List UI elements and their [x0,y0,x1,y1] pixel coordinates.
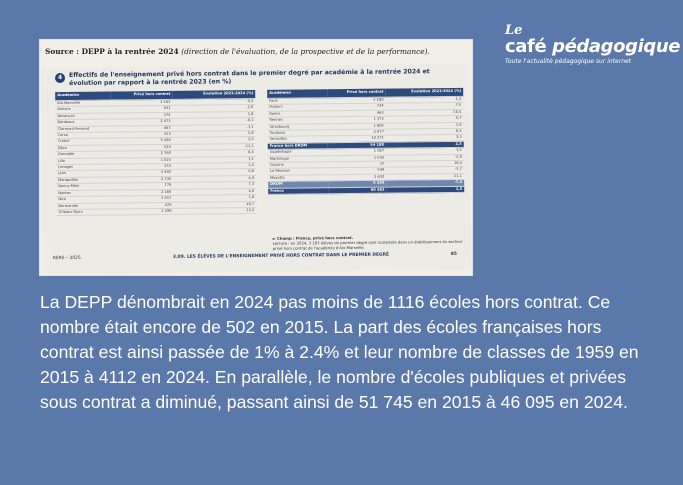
logo-le: Le [505,23,523,38]
source-detail: (direction de l'évaluation, de la prospe… [181,47,430,56]
table-notes: ► Champ : France, privé hors contrat. Le… [273,234,463,251]
table-cell: 1,5 [386,186,465,194]
page-number: 85 [450,251,457,257]
table-cell: 60 483 [327,186,387,194]
left-table: Académies Privé hors contrat Évolution 202… [55,90,257,216]
table-cell: 1 299 [111,208,174,216]
logo-cafe: café [505,36,547,57]
right-table: Académies Privé hors contrat Évolution 202… [267,87,465,195]
footer-title: 3.09. LES ÉLÈVES DE L'ENSEIGNEMENT PRIVÉ… [172,252,390,260]
note-lecture: Lecture : en 2024, 3 163 élèves du premi… [272,238,463,251]
logo-tagline: Toute l'actualité pédagogique sur intern… [505,58,632,65]
table-cell: 12,2 [173,207,257,215]
table-number-badge: 4 [54,72,66,84]
table-row: Orléans-Tours 1 299 12,2 [56,207,257,216]
page-footer: RERS – 2025 3.09. LES ÉLÈVES DE L'ENSEIG… [43,252,471,266]
cafe-pedagogique-logo: Le café pédagogique Toute l'actualité pé… [505,24,680,65]
logo-main: café pédagogique [505,37,680,57]
source-line: Source : DEPP à la rentrée 2024 (directi… [45,47,467,56]
table-cell: France [268,187,328,195]
table-page: 4 Effectifs de l'enseignement privé hors… [40,63,472,275]
logo-pedagogique: pédagogique [552,36,681,57]
table-title: Effectifs de l'enseignement privé hors c… [68,68,430,87]
document-photo: Source : DEPP à la rentrée 2024 (directi… [40,40,472,275]
table-row: France 60 483 1,5 [268,186,465,195]
body-paragraph: La DEPP dénombrait en 2024 pas moins de … [40,292,639,412]
source-text: Source : DEPP à la rentrée 2024 [45,47,182,56]
table-cell: Orléans-Tours [56,208,112,216]
footer-left: RERS – 2025 [52,255,81,262]
